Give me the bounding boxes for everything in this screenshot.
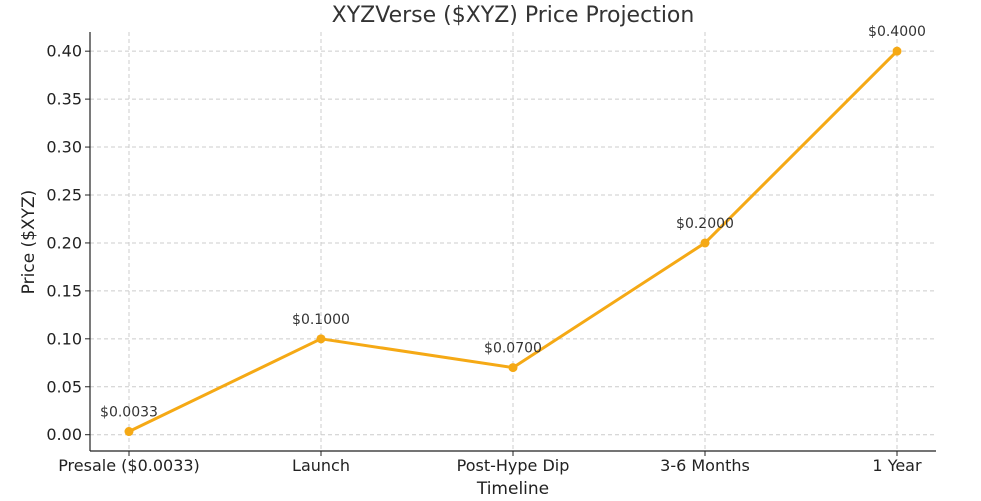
x-tick-label: Launch <box>292 456 350 475</box>
y-tick-label: 0.10 <box>46 329 82 348</box>
y-ticks: 0.00 0.05 0.10 0.15 0.20 0.25 0.30 0.35 0.40 <box>46 42 90 444</box>
chart-title: XYZVerse ($XYZ) Price Projection <box>332 3 695 28</box>
y-tick-label: 0.30 <box>46 138 82 157</box>
series-line <box>127 49 899 434</box>
data-label: $0.2000 <box>676 216 734 232</box>
grid <box>90 32 936 451</box>
x-tick-label: Presale ($0.0033) <box>58 456 200 475</box>
data-labels: $0.0033 $0.1000 $0.0700 $0.2000 $0.4000 <box>100 24 926 420</box>
x-tick-label: Post-Hype Dip <box>457 456 570 475</box>
y-tick-label: 0.40 <box>46 42 82 61</box>
data-point <box>892 46 902 56</box>
data-point <box>700 238 710 248</box>
y-tick-label: 0.00 <box>46 425 82 444</box>
y-axis-title: Price ($XYZ) <box>19 190 39 295</box>
data-point <box>508 363 518 373</box>
x-axis-title: Timeline <box>476 479 549 499</box>
x-tick-label: 1 Year <box>872 456 922 475</box>
x-ticks: Presale ($0.0033) Launch Post-Hype Dip 3-6 … <box>58 451 922 475</box>
data-label: $0.0033 <box>100 405 158 421</box>
data-point <box>316 334 326 344</box>
data-label: $0.4000 <box>868 24 926 40</box>
y-tick-label: 0.05 <box>46 377 82 396</box>
series <box>124 46 902 437</box>
y-tick-label: 0.35 <box>46 90 82 109</box>
data-point <box>124 427 134 437</box>
y-tick-label: 0.15 <box>46 281 82 300</box>
x-tick-label: 3-6 Months <box>660 456 750 475</box>
y-tick-label: 0.20 <box>46 233 82 252</box>
data-label: $0.1000 <box>292 312 350 328</box>
data-label: $0.0700 <box>484 341 542 357</box>
y-tick-label: 0.25 <box>46 185 82 204</box>
